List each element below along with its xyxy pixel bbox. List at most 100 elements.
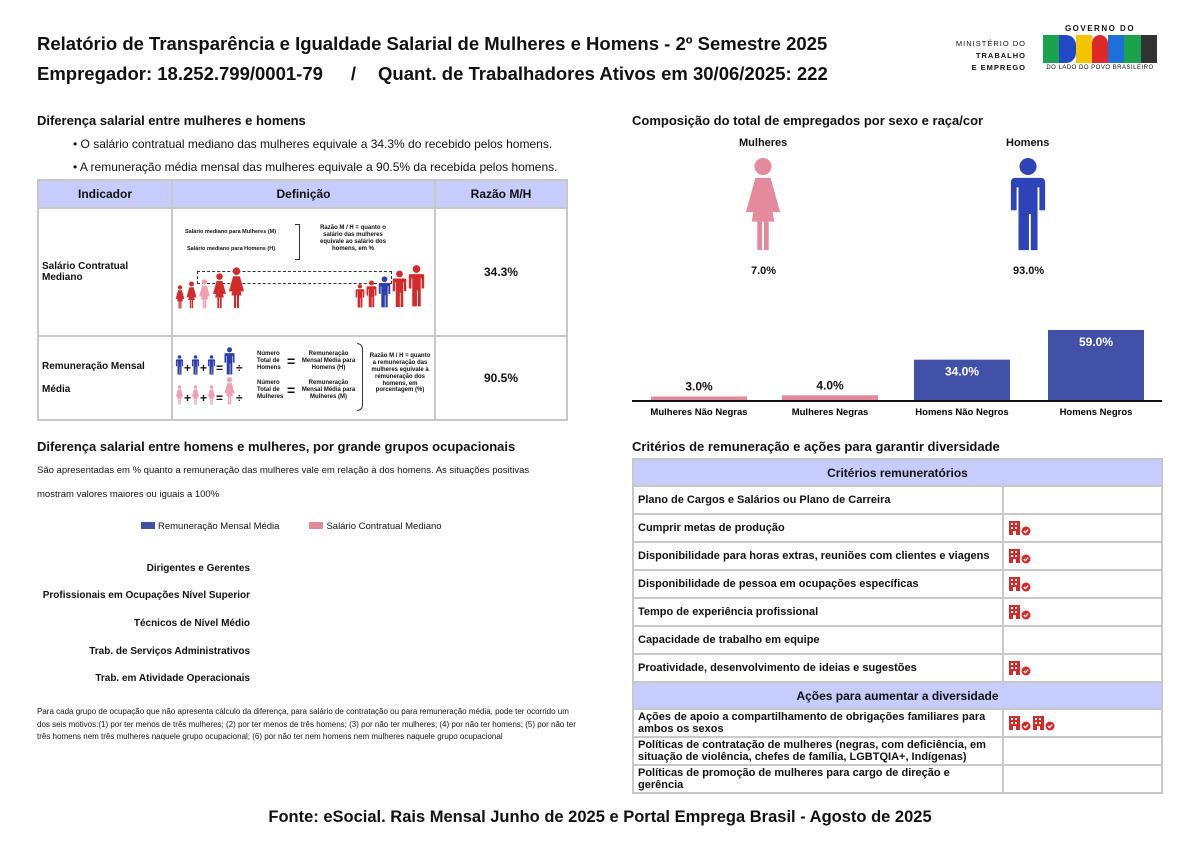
criteria-status — [1002, 569, 1163, 599]
criteria-status — [1002, 513, 1163, 543]
criteria-row: Políticas de contratação de mulheres (ne… — [632, 736, 1163, 766]
legend-label: Remuneração Mensal Média — [158, 521, 280, 532]
man-icon — [355, 284, 365, 308]
bullet-median: • O salário contratual mediano das mulhe… — [73, 137, 553, 151]
group-label: Técnicos de Nível Médio — [133, 618, 250, 629]
ministry-line: MINISTÉRIO DO — [955, 39, 1026, 48]
dashed-box — [197, 271, 392, 284]
woman-icon — [175, 385, 184, 405]
category-label: Mulheres Não Negras — [650, 407, 747, 418]
race-gender-bar-chart: 3.0% Mulheres Não Negras 4.0% Mulheres Negr… — [632, 330, 1162, 418]
criteria-row: Capacidade de trabalho em equipe — [632, 625, 1163, 655]
occupational-note: Para cada grupo de ocupação que não apre… — [37, 707, 576, 741]
divide: ÷ — [236, 361, 243, 375]
def-text: Salário mediano para Homens (H) — [187, 246, 276, 252]
indicator-median: Salário Contratual Mediano — [37, 207, 173, 337]
woman-icon — [212, 273, 227, 309]
building-check-icon — [1008, 548, 1032, 564]
occupational-title: Diferença salarial entre homens e mulher… — [37, 439, 516, 454]
gov-top-text: GOVERNO DO — [1064, 24, 1136, 33]
ministry-line: TRABALHO — [975, 51, 1026, 60]
criteria-table: Critérios remuneratórios Plano de Cargos … — [632, 458, 1163, 794]
equals: = — [216, 391, 224, 405]
criteria-status — [1002, 625, 1163, 655]
gov-slogan: DO LADO DO POVO BRASILEIRO — [1046, 65, 1154, 71]
woman-icon — [742, 157, 784, 252]
woman-icon — [175, 285, 185, 309]
building-check-icon — [1008, 660, 1032, 676]
building-check-icon — [1008, 576, 1032, 592]
bar-value-label: 34.0% — [945, 365, 979, 379]
criteria-status — [1002, 736, 1163, 766]
criteria-row: Disponibilidade para horas extras, reuni… — [632, 541, 1163, 571]
category-label: Homens Negros — [1060, 407, 1133, 418]
man-icon — [191, 355, 200, 375]
salary-table: Indicador Definição Razão M/H Salário Cont… — [37, 179, 568, 421]
bar-1 — [782, 395, 878, 400]
criteria-status — [1002, 541, 1163, 571]
table-row: Remuneração Mensal Média + + = ÷ + + = ÷ Númer… — [37, 335, 568, 421]
man-icon — [175, 355, 184, 375]
brasil-wordmark — [1043, 35, 1157, 63]
bar-0 — [651, 396, 747, 400]
criteria-label: Capacidade de trabalho em equipe — [632, 625, 1004, 655]
man-icon — [207, 355, 216, 375]
ministry-line: E EMPREGO — [971, 63, 1026, 72]
woman-icon — [198, 279, 211, 309]
woman-icon — [191, 385, 200, 405]
occupational-desc: São apresentadas em % quanto a remuneraç… — [37, 465, 530, 476]
definition-average: + + = ÷ + + = ÷ Número Total de Homens Número … — [171, 335, 436, 421]
criteria-title: Critérios de remuneração e ações para ga… — [632, 439, 1000, 454]
women-label: Mulheres — [739, 137, 788, 149]
building-check-icon — [1008, 715, 1032, 731]
source-footer: Fonte: eSocial. Rais Mensal Junho de 202… — [268, 808, 932, 826]
criteria-row: Proatividade, desenvolvimento de ideias … — [632, 653, 1163, 683]
ratio-average: 90.5% — [434, 335, 568, 421]
col-ratio: Razão M/H — [434, 179, 568, 209]
woman-icon — [186, 281, 197, 309]
divide: ÷ — [236, 391, 243, 405]
group-label: Dirigentes e Gerentes — [146, 563, 250, 574]
criteria-row: Plano de Cargos e Salários ou Plano de C… — [632, 485, 1163, 515]
criteria-label: Políticas de contratação de mulheres (ne… — [632, 736, 1004, 766]
woman-icon — [223, 377, 236, 405]
category-label: Homens Não Negros — [915, 407, 1008, 418]
bar-value-label: 4.0% — [816, 378, 844, 392]
def-note: Razão M / H = quanto a remuneração das m… — [369, 353, 431, 394]
col-definition: Definição — [171, 179, 436, 209]
man-icon — [378, 276, 391, 308]
def-note: Razão M / H = quanto o salário das mulhe… — [319, 225, 387, 252]
report-title: Relatório de Transparência e Igualdade S… — [37, 33, 828, 54]
building-check-icon — [1032, 715, 1056, 731]
criteria-label: Disponibilidade para horas extras, reuni… — [632, 541, 1004, 571]
group-label: Trab. de Serviços Administrativos — [89, 646, 250, 657]
table-row: Salário Contratual Mediano Salário media… — [37, 207, 568, 337]
criteria-status — [1002, 597, 1163, 627]
occupational-legend: Remuneração Mensal Média Salário Contrat… — [141, 521, 442, 532]
bar-3 — [1048, 330, 1144, 400]
building-check-icon — [1008, 604, 1032, 620]
equals: = — [287, 382, 296, 398]
def-text: Salário mediano para Mulheres (M) — [185, 229, 277, 235]
criteria-row: Ações de apoio a compartilhamento de obr… — [632, 708, 1163, 738]
brace — [295, 224, 300, 260]
equals: = — [216, 361, 224, 375]
indicator-average: Remuneração Mensal Média — [37, 335, 173, 421]
plus: + — [200, 361, 208, 375]
man-icon — [408, 264, 425, 308]
salary-diff-title: Diferença salarial entre mulheres e home… — [37, 113, 306, 128]
plus: + — [200, 391, 208, 405]
men-label: Homens — [1006, 137, 1050, 149]
brace — [357, 343, 363, 411]
criteria-row: Disponibilidade de pessoa em ocupações e… — [632, 569, 1163, 599]
criteria-status — [1002, 653, 1163, 683]
government-logo: GOVERNO DO DO LADO DO POVO BRASILEIRO — [1040, 24, 1160, 71]
bar-value-label: 59.0% — [1079, 335, 1113, 349]
criteria-section-header: Critérios remuneratórios — [632, 458, 1163, 487]
criteria-row: Tempo de experiência profissional — [632, 597, 1163, 627]
ministry-logo: MINISTÉRIO DO TRABALHO E EMPREGO — [948, 38, 1026, 74]
plus: + — [184, 391, 192, 405]
women-figures — [175, 267, 245, 309]
men-pct: 93.0% — [1013, 265, 1045, 277]
criteria-label: Tempo de experiência profissional — [632, 597, 1004, 627]
